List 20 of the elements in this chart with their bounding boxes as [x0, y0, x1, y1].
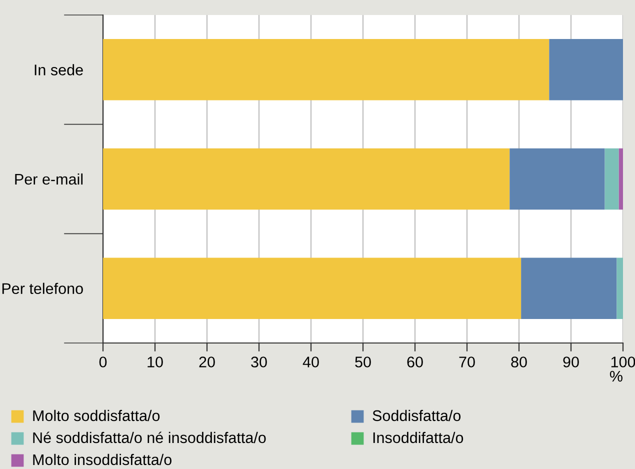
- legend-label: Soddisfatta/o: [372, 410, 461, 422]
- x-tick-label: 0: [99, 356, 107, 368]
- x-tick-label: 40: [302, 356, 319, 368]
- x-tick-label: 80: [511, 356, 527, 368]
- legend-label: Molto insoddisfatta/o: [33, 454, 172, 466]
- x-axis-title: %: [610, 370, 622, 382]
- legend-label: Né soddisfatta/o né insoddisfatta/o: [33, 432, 266, 444]
- x-tick-label: 30: [251, 356, 267, 368]
- x-tick-label: 70: [459, 356, 475, 368]
- x-tick-label: 50: [355, 356, 371, 368]
- legend-label: Molto soddisfatta/o: [33, 410, 160, 422]
- legend-label: Insoddifatta/o: [373, 432, 464, 444]
- y-tick-label: Per e-mail: [15, 173, 83, 185]
- x-tick-label: 60: [407, 356, 423, 368]
- y-tick-label: Per telefono: [2, 282, 83, 294]
- x-tick-label: 10: [148, 356, 163, 368]
- x-tick-label: 20: [199, 356, 215, 368]
- y-tick-label: In sede: [34, 64, 83, 76]
- x-tick-label: 90: [563, 356, 579, 368]
- x-tick-label: 100: [611, 356, 635, 368]
